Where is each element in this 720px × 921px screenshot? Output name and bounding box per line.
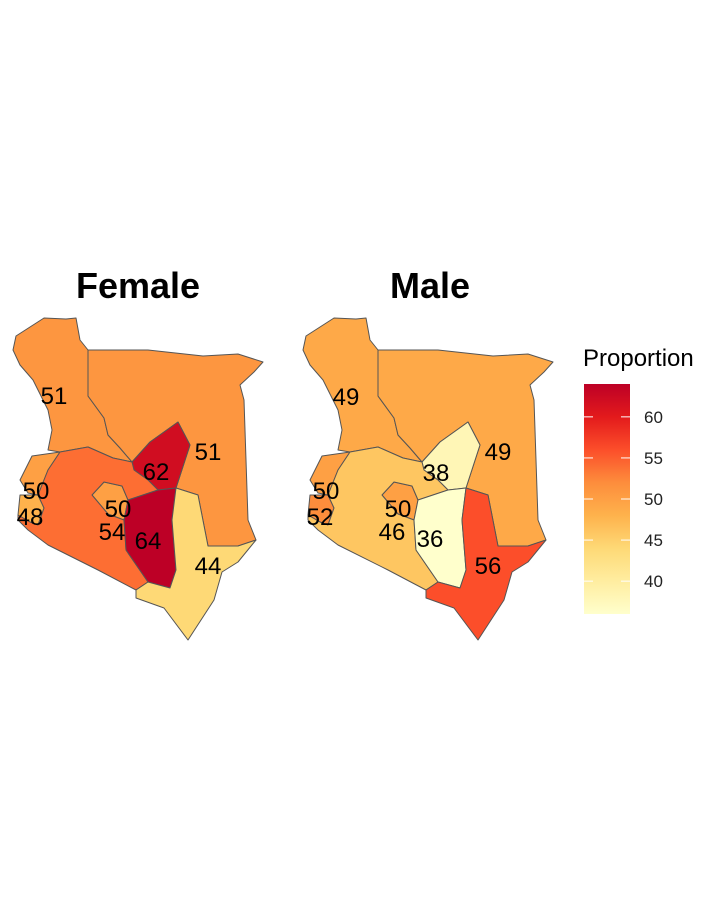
region-label-central-north: 62 — [143, 459, 170, 486]
region-label-eastern: 64 — [135, 528, 162, 555]
region-label-central: 46 — [379, 519, 406, 546]
legend-ticks: 40 45 50 55 60 — [584, 408, 663, 591]
region-coast — [135, 487, 257, 641]
region-label-northeast: 49 — [485, 439, 512, 466]
region-label-northwest: 49 — [333, 384, 360, 411]
legend-tick-label: 50 — [644, 490, 663, 509]
region-label-coast: 56 — [475, 553, 502, 580]
legend-tick-label: 40 — [644, 572, 663, 591]
panel-title: Male — [390, 265, 470, 306]
region-label-eastern: 36 — [417, 526, 444, 553]
legend-tick-label: 55 — [644, 449, 663, 468]
region-label-central-north: 38 — [423, 460, 450, 487]
region-label-northwest: 51 — [41, 383, 68, 410]
legend-tick-label: 60 — [644, 408, 663, 427]
region-label-western: 50 — [313, 478, 340, 505]
region-label-western: 50 — [23, 478, 50, 505]
region-label-rift-south: 50 — [105, 496, 132, 523]
region-label-coast: 44 — [195, 553, 222, 580]
panel-title: Female — [76, 265, 200, 306]
region-label-rift-south: 50 — [385, 496, 412, 523]
region-label-nyanza: 48 — [17, 504, 44, 531]
legend-tick-label: 45 — [644, 531, 663, 550]
legend: Proportion 40 45 50 55 60 — [583, 345, 694, 614]
region-coast — [425, 487, 547, 641]
region-label-northeast: 51 — [195, 439, 222, 466]
region-label-central: 54 — [99, 519, 126, 546]
region-label-nyanza: 52 — [307, 504, 334, 531]
legend-title: Proportion — [583, 345, 694, 372]
